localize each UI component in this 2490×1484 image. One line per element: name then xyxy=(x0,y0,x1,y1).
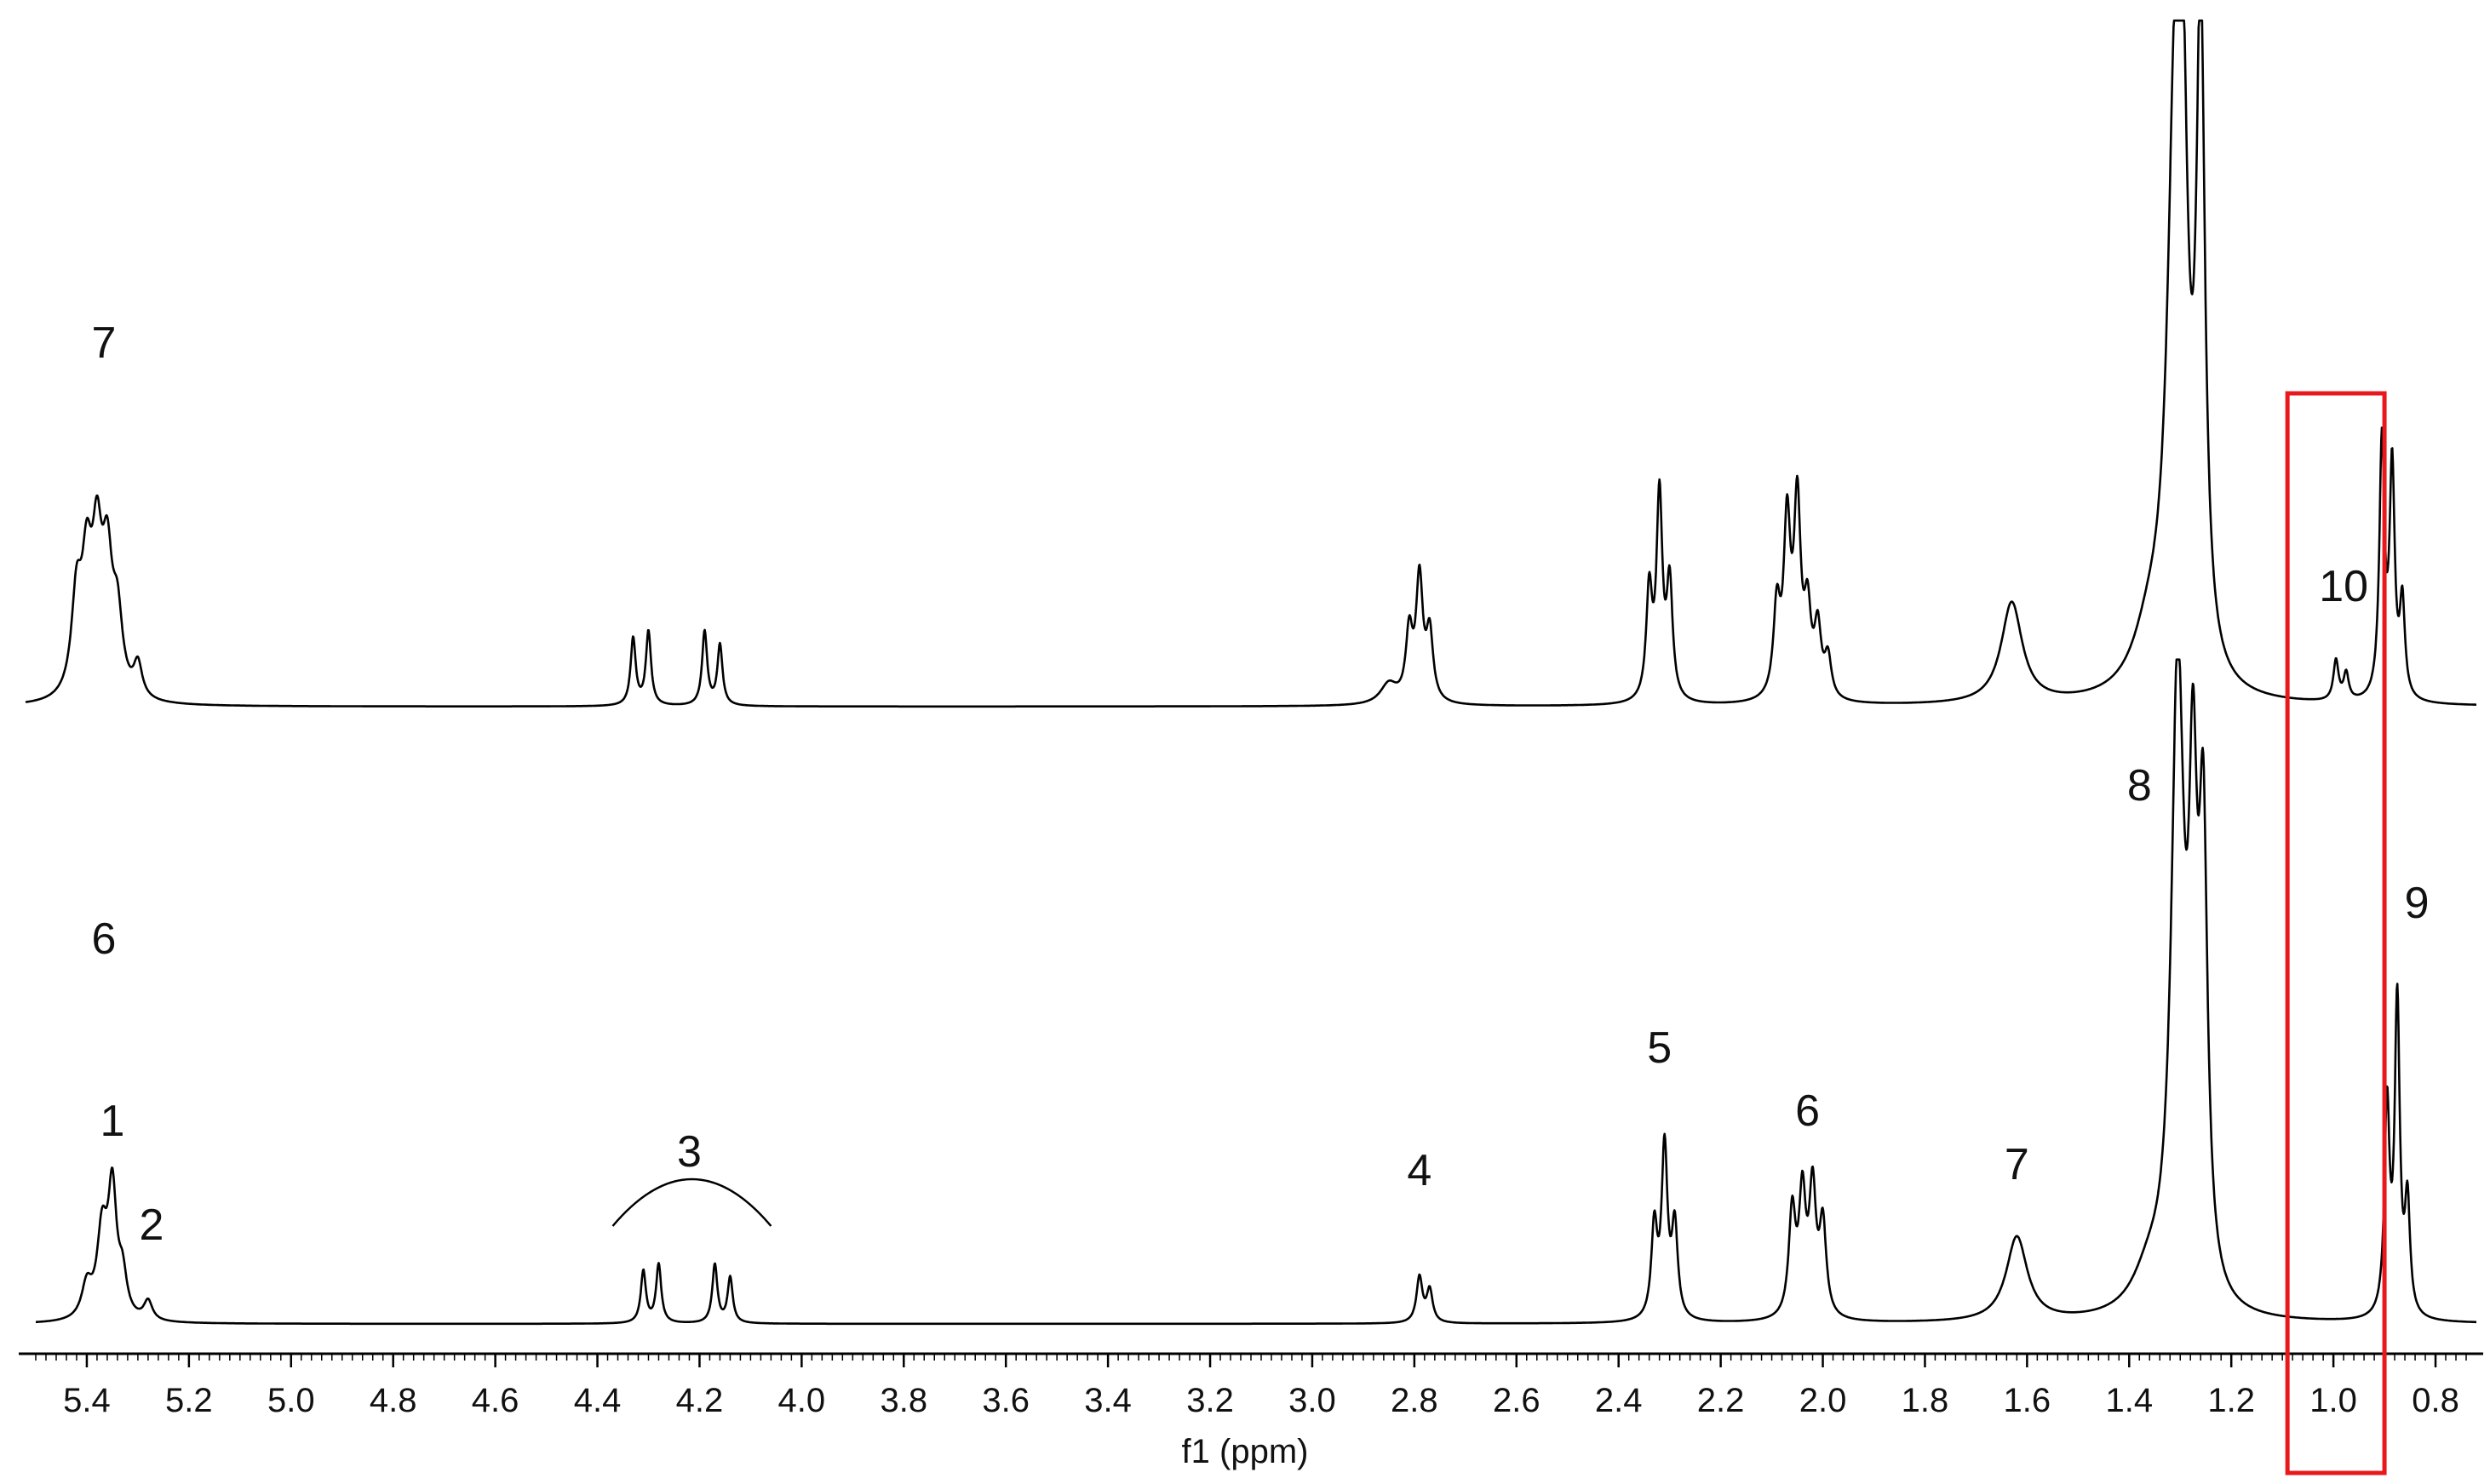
x-tick-label: 5.2 xyxy=(165,1382,213,1419)
peak-label: 3 xyxy=(677,1127,702,1177)
spectrum-line-1 xyxy=(25,19,2477,708)
peak-label: 7 xyxy=(91,318,116,368)
spectrum-line-2 xyxy=(35,658,2477,1326)
x-tick-label: 4.0 xyxy=(778,1382,826,1419)
x-tick-label: 3.0 xyxy=(1288,1382,1336,1419)
peak-label: 5 xyxy=(1647,1023,1672,1073)
peak-labels: 7 10 6 1 2 3 4 5 6 7 8 9 xyxy=(91,318,2429,1250)
peak-label: 6 xyxy=(91,914,116,964)
x-tick-label: 3.2 xyxy=(1186,1382,1234,1419)
x-tick-label: 1.6 xyxy=(2004,1382,2051,1419)
peak-label: 8 xyxy=(2127,761,2152,811)
peak-label: 7 xyxy=(2005,1140,2029,1189)
x-tick-label: 2.8 xyxy=(1391,1382,1438,1419)
peak-group-bracket xyxy=(611,1177,772,1227)
x-axis: 5.4 5.2 5.0 4.8 4.6 4.4 4.2 4.0 3.8 3.6 3.4 3.2 3.0 2… xyxy=(19,1352,2483,1419)
peak-label: 2 xyxy=(139,1200,164,1250)
x-tick-label: 4.6 xyxy=(472,1382,519,1419)
x-tick-label: 2.2 xyxy=(1697,1382,1745,1419)
peak-label: 10 xyxy=(2319,562,2368,611)
highlight-box xyxy=(2285,391,2387,1475)
x-tick-label: 5.4 xyxy=(63,1382,111,1419)
peak-label: 4 xyxy=(1407,1146,1431,1195)
x-axis-title: f1 (ppm) xyxy=(1182,1433,1309,1470)
x-tick-label: 2.4 xyxy=(1595,1382,1643,1419)
x-tick-label: 4.4 xyxy=(574,1382,622,1419)
x-tick-label: 3.8 xyxy=(880,1382,927,1419)
x-tick-label: 1.2 xyxy=(2207,1382,2255,1419)
x-tick-label: 1.8 xyxy=(1902,1382,1949,1419)
x-tick-label: 2.6 xyxy=(1493,1382,1540,1419)
x-tick-label: 4.8 xyxy=(370,1382,417,1419)
x-tick-label: 1.0 xyxy=(2309,1382,2357,1419)
x-tick-label: 2.0 xyxy=(1799,1382,1847,1419)
x-tick-label: 1.4 xyxy=(2105,1382,2153,1419)
highlight-rectangle xyxy=(2285,391,2387,1475)
x-tick-label: 3.4 xyxy=(1084,1382,1132,1419)
peak-label: 9 xyxy=(2405,879,2430,928)
spectra-layer xyxy=(25,19,2477,1326)
peak-label: 1 xyxy=(100,1097,124,1146)
x-tick-label: 4.2 xyxy=(676,1382,724,1419)
x-tick-label: 3.6 xyxy=(982,1382,1030,1419)
peak-label: 6 xyxy=(1795,1086,1820,1136)
x-tick-label: 0.8 xyxy=(2412,1382,2459,1419)
x-tick-label: 5.0 xyxy=(267,1382,315,1419)
